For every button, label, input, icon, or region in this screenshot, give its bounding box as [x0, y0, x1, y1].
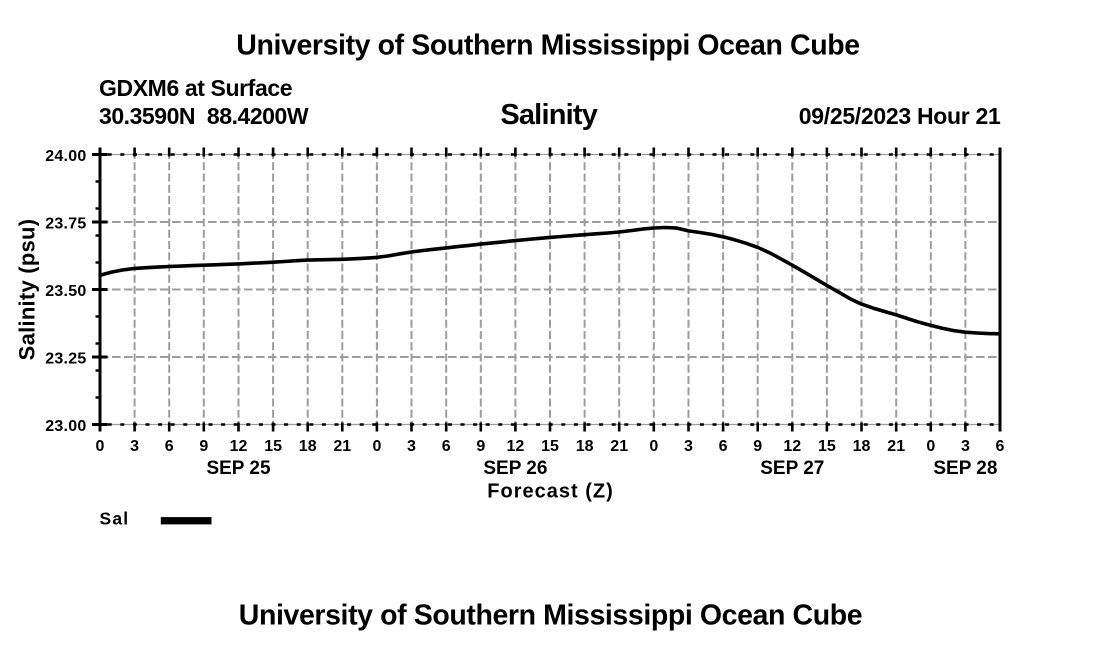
svg-text:18: 18: [576, 438, 594, 455]
svg-text:Sal: Sal: [100, 508, 130, 528]
svg-text:Forecast (Z): Forecast (Z): [487, 480, 613, 502]
svg-text:3: 3: [961, 438, 970, 455]
svg-text:9: 9: [476, 438, 485, 455]
svg-text:18: 18: [853, 438, 871, 455]
svg-text:9: 9: [753, 438, 762, 455]
svg-text:3: 3: [130, 438, 139, 455]
svg-text:University of Southern Mississ: University of Southern Mississippi Ocean…: [239, 600, 862, 632]
svg-text:Salinity: Salinity: [500, 99, 597, 131]
svg-text:0: 0: [96, 438, 105, 455]
svg-text:12: 12: [783, 438, 801, 455]
svg-text:GDXM6 at Surface: GDXM6 at Surface: [99, 75, 292, 101]
svg-text:15: 15: [818, 438, 836, 455]
svg-text:23.50: 23.50: [45, 283, 86, 300]
svg-text:12: 12: [230, 438, 248, 455]
svg-text:SEP 25: SEP 25: [206, 458, 271, 479]
svg-text:Salinity (psu): Salinity (psu): [15, 219, 40, 361]
svg-text:6: 6: [165, 438, 174, 455]
svg-text:21: 21: [333, 438, 351, 455]
svg-text:23.25: 23.25: [45, 351, 86, 368]
svg-text:SEP 27: SEP 27: [760, 458, 824, 479]
svg-text:09/25/2023 Hour 21: 09/25/2023 Hour 21: [799, 103, 1001, 129]
svg-text:6: 6: [442, 438, 451, 455]
svg-text:23.00: 23.00: [45, 418, 86, 435]
svg-text:12: 12: [507, 438, 525, 455]
svg-text:21: 21: [610, 438, 628, 455]
svg-text:15: 15: [264, 438, 282, 455]
svg-text:SEP 28: SEP 28: [933, 458, 997, 479]
svg-text:SEP 26: SEP 26: [483, 458, 547, 479]
svg-text:3: 3: [684, 438, 693, 455]
svg-text:6: 6: [996, 438, 1005, 455]
svg-text:24.00: 24.00: [45, 148, 86, 165]
svg-text:0: 0: [926, 438, 935, 455]
svg-text:University of Southern Mississ: University of Southern Mississippi Ocean…: [236, 29, 859, 61]
svg-text:30.3590N 88.4200W: 30.3590N 88.4200W: [99, 103, 309, 129]
svg-text:0: 0: [372, 438, 381, 455]
svg-text:15: 15: [541, 438, 559, 455]
svg-text:9: 9: [199, 438, 208, 455]
svg-text:0: 0: [649, 438, 658, 455]
svg-text:6: 6: [719, 438, 728, 455]
svg-text:18: 18: [299, 438, 317, 455]
svg-text:23.75: 23.75: [45, 216, 86, 233]
svg-text:3: 3: [407, 438, 416, 455]
svg-text:21: 21: [887, 438, 905, 455]
